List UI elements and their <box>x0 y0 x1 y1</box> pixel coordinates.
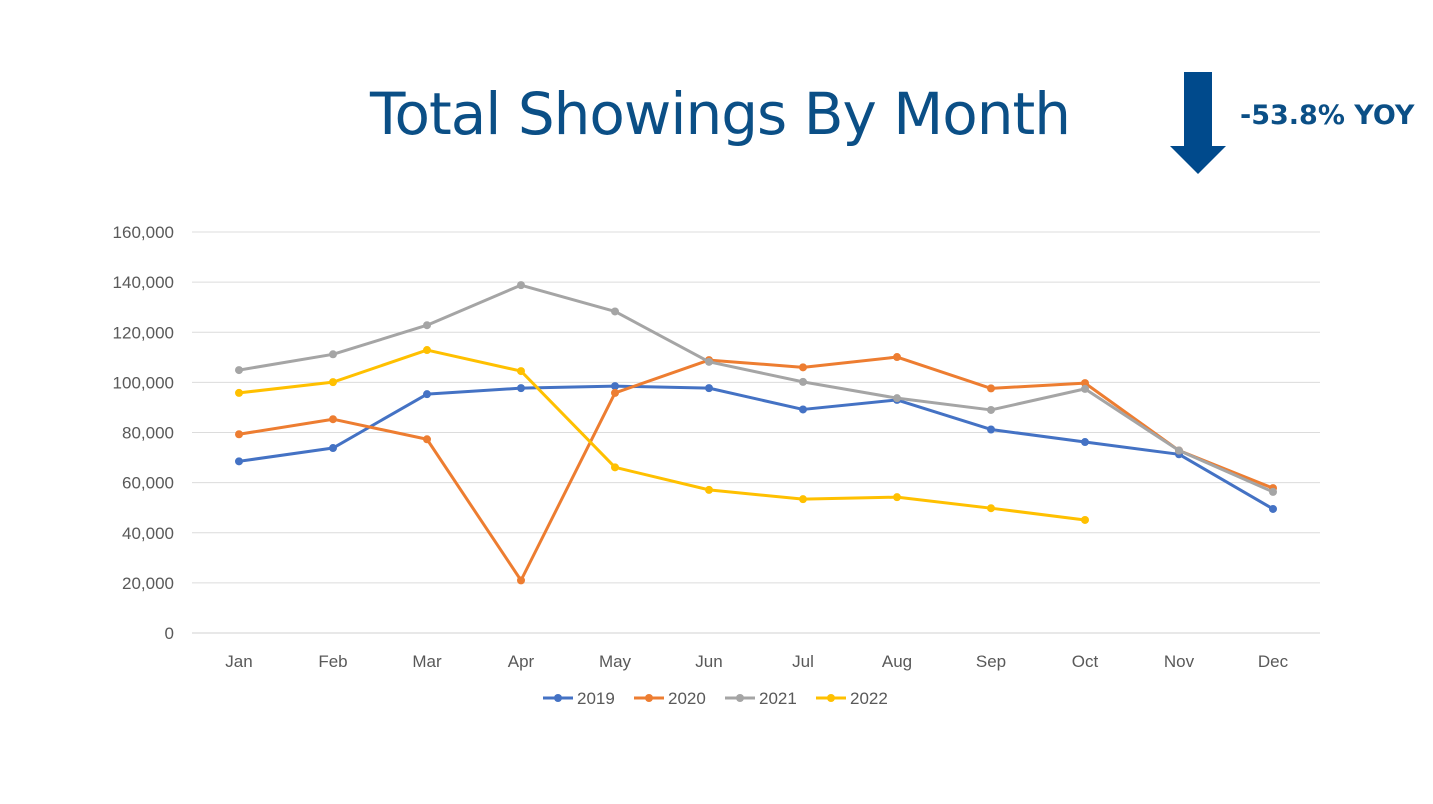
data-point <box>423 321 431 330</box>
x-tick-label: Mar <box>412 652 442 671</box>
data-point <box>329 415 337 424</box>
y-tick-label: 80,000 <box>122 424 174 443</box>
legend-label: 2022 <box>850 689 888 708</box>
legend-label: 2019 <box>577 689 615 708</box>
series-line <box>237 348 1087 522</box>
series-line <box>237 355 1275 582</box>
data-point <box>893 394 901 403</box>
data-point <box>517 576 525 585</box>
legend-swatch-marker <box>827 694 835 702</box>
legend-item: 2021 <box>725 689 797 708</box>
legend-label: 2020 <box>668 689 706 708</box>
y-tick-label: 20,000 <box>122 574 174 593</box>
data-point <box>235 366 243 375</box>
x-tick-label: Jun <box>695 652 722 671</box>
data-point <box>611 463 619 472</box>
data-point <box>1269 504 1277 513</box>
x-tick-label: Nov <box>1164 652 1195 671</box>
legend-swatch-marker <box>554 694 562 702</box>
data-point <box>423 346 431 355</box>
data-point <box>1175 446 1183 455</box>
data-point <box>1081 379 1089 388</box>
series-lines <box>235 281 1277 585</box>
y-tick-label: 140,000 <box>113 273 174 292</box>
data-point <box>705 357 713 366</box>
series-line <box>237 384 1275 511</box>
y-tick-label: 100,000 <box>113 373 174 392</box>
legend-swatch-marker <box>645 694 653 702</box>
x-axis-tick-labels: Jan Feb Mar Apr May Jun Jul Aug Sep Oct Nov Dec <box>225 652 1288 671</box>
data-point <box>611 382 619 391</box>
down-arrow-icon <box>1170 72 1226 174</box>
y-tick-label: 40,000 <box>122 524 174 543</box>
data-point <box>987 504 995 513</box>
data-point <box>705 384 713 393</box>
data-point <box>987 405 995 414</box>
data-point <box>799 377 807 386</box>
x-tick-label: May <box>599 652 632 671</box>
data-point <box>799 363 807 372</box>
data-point <box>235 388 243 397</box>
y-axis-tick-labels: 0 20,000 40,000 60,000 80,000 100,000 120,000 1… <box>113 223 174 643</box>
data-point <box>329 444 337 453</box>
data-point <box>235 457 243 466</box>
legend: 2019 2020 2021 2022 <box>543 689 888 708</box>
series-2021 <box>235 281 1277 496</box>
data-point <box>517 384 525 393</box>
x-tick-label: Jul <box>792 652 814 671</box>
data-point <box>705 485 713 494</box>
y-tick-label: 60,000 <box>122 474 174 493</box>
data-point <box>611 307 619 316</box>
series-2020 <box>235 353 1277 585</box>
data-point <box>893 353 901 362</box>
y-tick-label: 120,000 <box>113 323 174 342</box>
data-point <box>799 405 807 414</box>
data-point <box>893 493 901 502</box>
x-tick-label: Oct <box>1072 652 1099 671</box>
x-tick-label: Sep <box>976 652 1006 671</box>
y-tick-label: 0 <box>165 624 174 643</box>
legend-label: 2021 <box>759 689 797 708</box>
legend-item: 2022 <box>816 689 888 708</box>
data-point <box>611 388 619 397</box>
data-point <box>987 384 995 393</box>
data-point <box>799 495 807 504</box>
x-tick-label: Feb <box>318 652 347 671</box>
x-tick-label: Apr <box>508 652 535 671</box>
x-tick-label: Dec <box>1258 652 1289 671</box>
legend-swatch-marker <box>736 694 744 702</box>
data-point <box>235 430 243 439</box>
series-line <box>237 283 1275 494</box>
data-point <box>329 350 337 359</box>
data-point <box>517 281 525 290</box>
data-point <box>1081 384 1089 393</box>
data-point <box>987 425 995 434</box>
data-point <box>423 435 431 444</box>
y-tick-label: 160,000 <box>113 223 174 242</box>
x-tick-label: Aug <box>882 652 912 671</box>
data-point <box>1269 487 1277 496</box>
yoy-change-label: -53.8% YOY <box>1240 100 1415 131</box>
data-point <box>1081 438 1089 447</box>
legend-item: 2020 <box>634 689 706 708</box>
series-2022 <box>235 346 1089 524</box>
slide-title: Total Showings By Month <box>369 80 1071 148</box>
legend-item: 2019 <box>543 689 615 708</box>
x-tick-label: Jan <box>225 652 252 671</box>
data-point <box>423 390 431 399</box>
data-point <box>329 378 337 387</box>
data-point <box>517 367 525 376</box>
data-point <box>1081 515 1089 524</box>
gridlines <box>192 231 1320 634</box>
